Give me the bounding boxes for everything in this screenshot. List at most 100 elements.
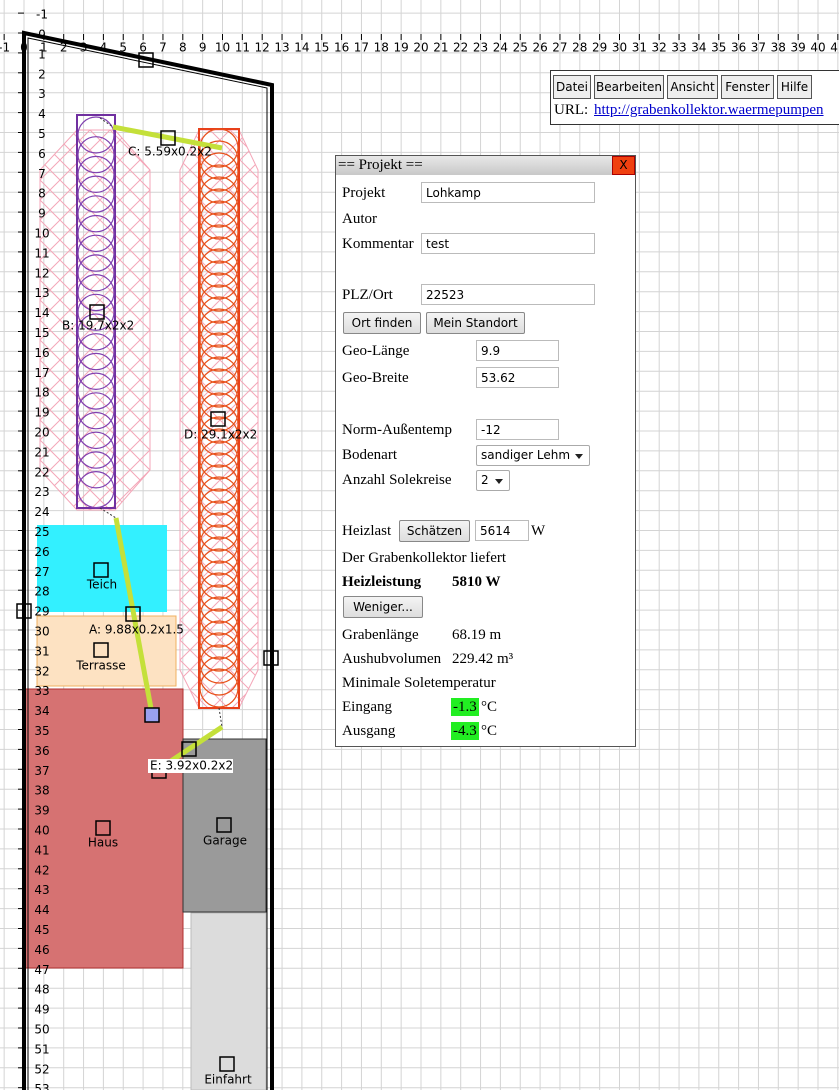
coil (199, 236, 239, 276)
coil (77, 155, 115, 193)
x-ruler-label: 22 (453, 41, 468, 55)
coil (77, 431, 115, 469)
pipe[interactable] (112, 124, 223, 151)
button[interactable]: Weniger... (343, 596, 423, 618)
coil (199, 668, 239, 708)
driveway[interactable] (190, 912, 267, 1090)
handle[interactable] (144, 707, 160, 723)
menu-item[interactable]: Datei (553, 75, 591, 99)
coil (199, 380, 239, 420)
menu-item[interactable]: Bearbeiten (594, 75, 664, 99)
x-ruler-label: 6 (139, 41, 147, 55)
coil (77, 274, 115, 312)
panel-titlebar (336, 156, 612, 175)
coil (199, 548, 239, 588)
handle[interactable] (160, 130, 176, 146)
handle[interactable] (138, 52, 154, 68)
field-label: Heizleistung (342, 574, 422, 590)
handle[interactable] (93, 562, 109, 578)
property-boundary[interactable] (22, 30, 274, 1090)
y-ruler-label: 13 (34, 286, 49, 300)
coil (199, 200, 239, 240)
y-ruler-label: 5 (38, 127, 46, 141)
coil (199, 512, 239, 552)
terrace[interactable] (36, 615, 177, 687)
handle[interactable] (216, 817, 232, 833)
coil (199, 224, 239, 264)
text-input[interactable]: -12 (476, 419, 559, 440)
y-ruler-label: 28 (34, 585, 49, 599)
area-label: Terrasse (75, 659, 126, 673)
text-input[interactable]: 22523 (421, 284, 595, 305)
y-ruler-label: 40 (34, 824, 49, 838)
handle[interactable] (181, 741, 197, 757)
x-ruler-label: 13 (274, 41, 289, 55)
pipe[interactable] (163, 724, 224, 768)
handle[interactable] (95, 820, 111, 836)
text-input[interactable]: Lohkamp (421, 182, 595, 203)
y-ruler-label: 14 (34, 306, 49, 320)
menu-item[interactable]: Hilfe (777, 75, 812, 99)
field-label: Heizlast (342, 523, 392, 539)
pond[interactable] (37, 525, 167, 612)
coil (199, 620, 239, 660)
connector (99, 117, 114, 128)
coil (77, 333, 115, 371)
handle[interactable] (263, 650, 279, 666)
value: -4.3 (451, 722, 479, 740)
handle[interactable] (89, 304, 105, 320)
handle[interactable] (219, 1056, 235, 1072)
x-ruler-label: 5 (119, 41, 127, 55)
area-label: Haus (88, 836, 118, 850)
close-button[interactable]: X (612, 156, 635, 175)
x-ruler-label: 3 (80, 41, 88, 55)
menu-item[interactable]: Fenster (721, 75, 774, 99)
y-ruler-label: 50 (34, 1023, 49, 1037)
collector-zone (39, 129, 151, 511)
handle[interactable] (93, 642, 109, 658)
coil (199, 296, 239, 336)
text: Der Grabenkollektor liefert (342, 550, 507, 566)
x-ruler-label: 35 (711, 41, 726, 55)
coil (199, 476, 239, 516)
field-label: Grabenlänge (342, 627, 419, 643)
y-ruler-label: 29 (34, 605, 49, 619)
x-ruler-label: 41 (830, 41, 839, 55)
text-input[interactable]: 9.9 (476, 340, 559, 361)
text-input[interactable]: test (421, 233, 595, 254)
menu-item[interactable]: Ansicht (667, 75, 718, 99)
button[interactable]: Schätzen (399, 520, 470, 542)
pipe[interactable] (113, 517, 155, 715)
y-ruler-label: 18 (34, 386, 49, 400)
select[interactable]: 2 (476, 470, 510, 491)
text-input[interactable]: 5614 (475, 520, 529, 541)
pipes (112, 124, 224, 768)
field-label: Ausgang (342, 723, 396, 739)
button[interactable]: Ort finden (343, 312, 421, 334)
handle[interactable] (16, 603, 32, 619)
text-input[interactable]: 53.62 (476, 367, 559, 388)
coil (77, 451, 115, 489)
coil (199, 356, 239, 396)
coil (199, 344, 239, 384)
y-ruler-label: 20 (34, 426, 49, 440)
handle[interactable] (210, 411, 226, 427)
y-ruler-label: 22 (34, 465, 49, 479)
y-ruler-label: 8 (38, 187, 46, 201)
x-ruler-label: 40 (810, 41, 825, 55)
coil (199, 188, 239, 228)
y-ruler-label: 3 (38, 87, 46, 101)
button[interactable]: Mein Standort (426, 312, 525, 334)
y-ruler-label: 0 (38, 28, 46, 42)
collector-label: B: 19.7x2x2 (62, 319, 134, 333)
house[interactable] (23, 688, 184, 969)
select[interactable]: sandiger Lehm (476, 445, 590, 466)
url-link[interactable]: http://grabenkollektor.waermepumpen (594, 102, 824, 118)
coil (199, 212, 239, 252)
value: -1.3 (451, 698, 479, 716)
handle[interactable] (125, 606, 141, 622)
x-ruler-label: 9 (199, 41, 207, 55)
x-ruler-label: 29 (592, 41, 607, 55)
coils (77, 116, 239, 708)
field-label: Bodenart (342, 447, 397, 463)
